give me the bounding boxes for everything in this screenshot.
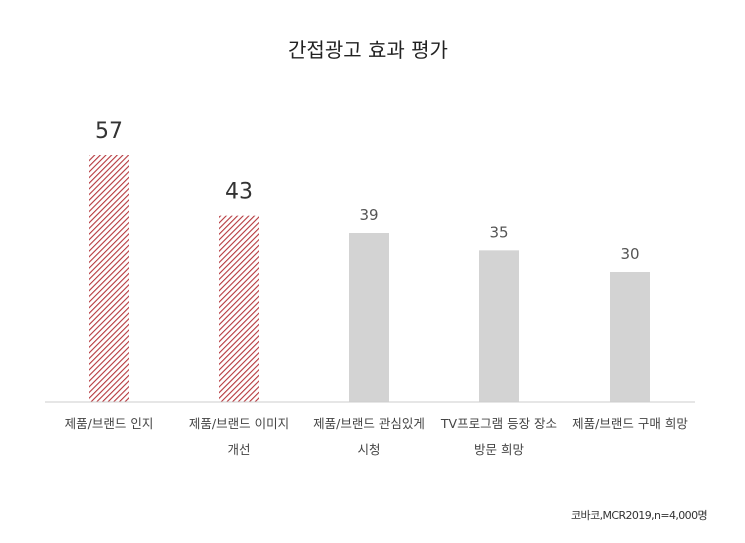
data-label-2: 43 — [225, 180, 253, 205]
data-label-5: 30 — [620, 245, 639, 263]
category-label-3-line-1: 제품/브랜드 관심있게 — [313, 416, 425, 431]
category-label-3-line-2: 시청 — [357, 442, 380, 457]
data-label-1: 57 — [95, 119, 123, 144]
bars-group: 57 43 39 35 30 — [89, 119, 650, 402]
category-label-4-line-2: 방문 희망 — [474, 442, 524, 457]
source-note: 코바코,MCR2019,n=4,000명 — [571, 509, 707, 522]
data-label-3: 39 — [359, 206, 378, 224]
bar-2 — [219, 215, 259, 402]
chart-title: 간접광고 효과 평가 — [288, 38, 448, 62]
category-label-2-line-2: 개선 — [227, 442, 250, 457]
category-label-1-line-1: 제품/브랜드 인지 — [65, 416, 154, 431]
bar-5 — [610, 272, 650, 402]
bar-4 — [479, 250, 519, 402]
category-label-2-line-1: 제품/브랜드 이미지 — [189, 416, 289, 431]
category-label-5-line-1: 제품/브랜드 구매 희망 — [572, 416, 688, 431]
category-label-4-line-1: TV프로그램 등장 장소 — [440, 416, 557, 431]
data-label-4: 35 — [489, 223, 508, 241]
bar-3 — [349, 233, 389, 402]
bar-1 — [89, 155, 129, 402]
